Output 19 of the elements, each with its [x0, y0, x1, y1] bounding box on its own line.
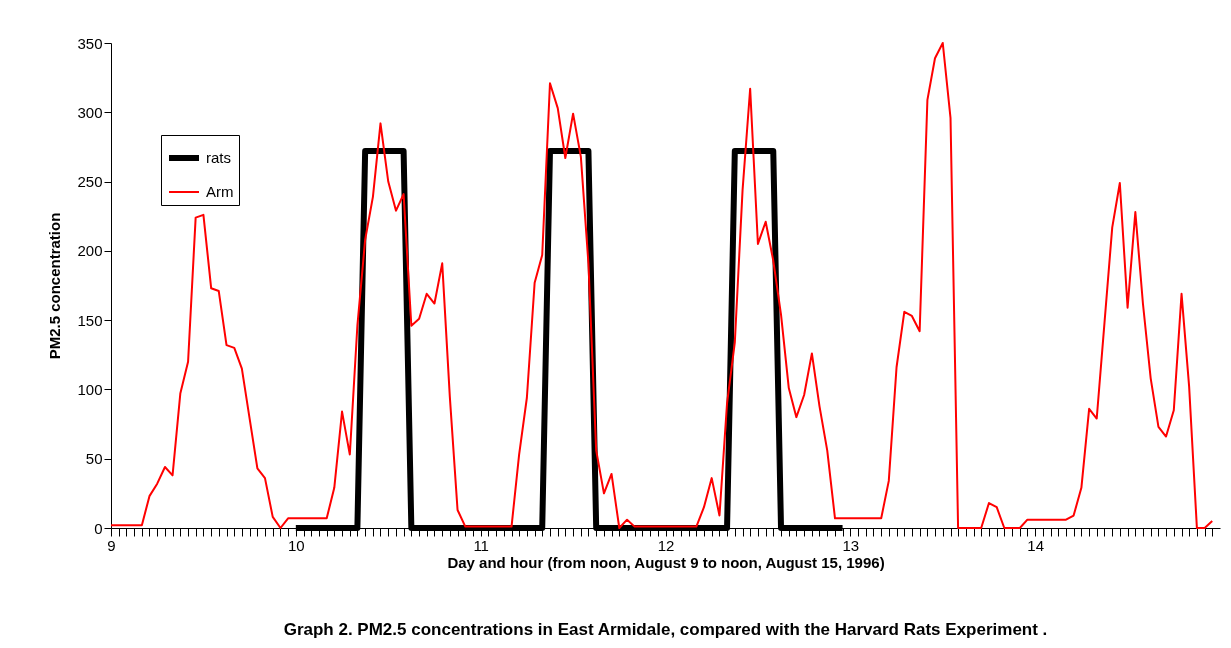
y-tick-label: 150 [77, 311, 103, 329]
x-tick-label: 12 [657, 536, 675, 554]
legend-label: Arm [206, 183, 234, 200]
y-tick-label: 350 [77, 34, 103, 52]
y-tick-label: 0 [94, 519, 103, 537]
y-tick-label: 100 [77, 380, 103, 398]
y-tick-label: 250 [77, 173, 103, 191]
x-axis-title: Day and hour (from noon, August 9 to noon, August 15, 1996) [447, 553, 885, 571]
x-tick-label: 13 [842, 536, 860, 554]
y-tick-label: 200 [77, 242, 103, 260]
x-tick-label: 10 [287, 536, 305, 554]
text: Graph 2. PM2.5 concentrations in East Armidale, compared with the Harvard Rats Experiment . [283, 620, 1048, 639]
x-tick-label: 11 [473, 536, 489, 554]
legend-label: rats [206, 149, 232, 166]
y-tick-label: 50 [85, 450, 103, 468]
y-tick-label: 300 [77, 103, 103, 121]
x-tick-label: 9 [107, 536, 116, 554]
y-axis-title: PM2.5 concentration [46, 212, 64, 360]
x-tick-label: 14 [1027, 536, 1045, 554]
